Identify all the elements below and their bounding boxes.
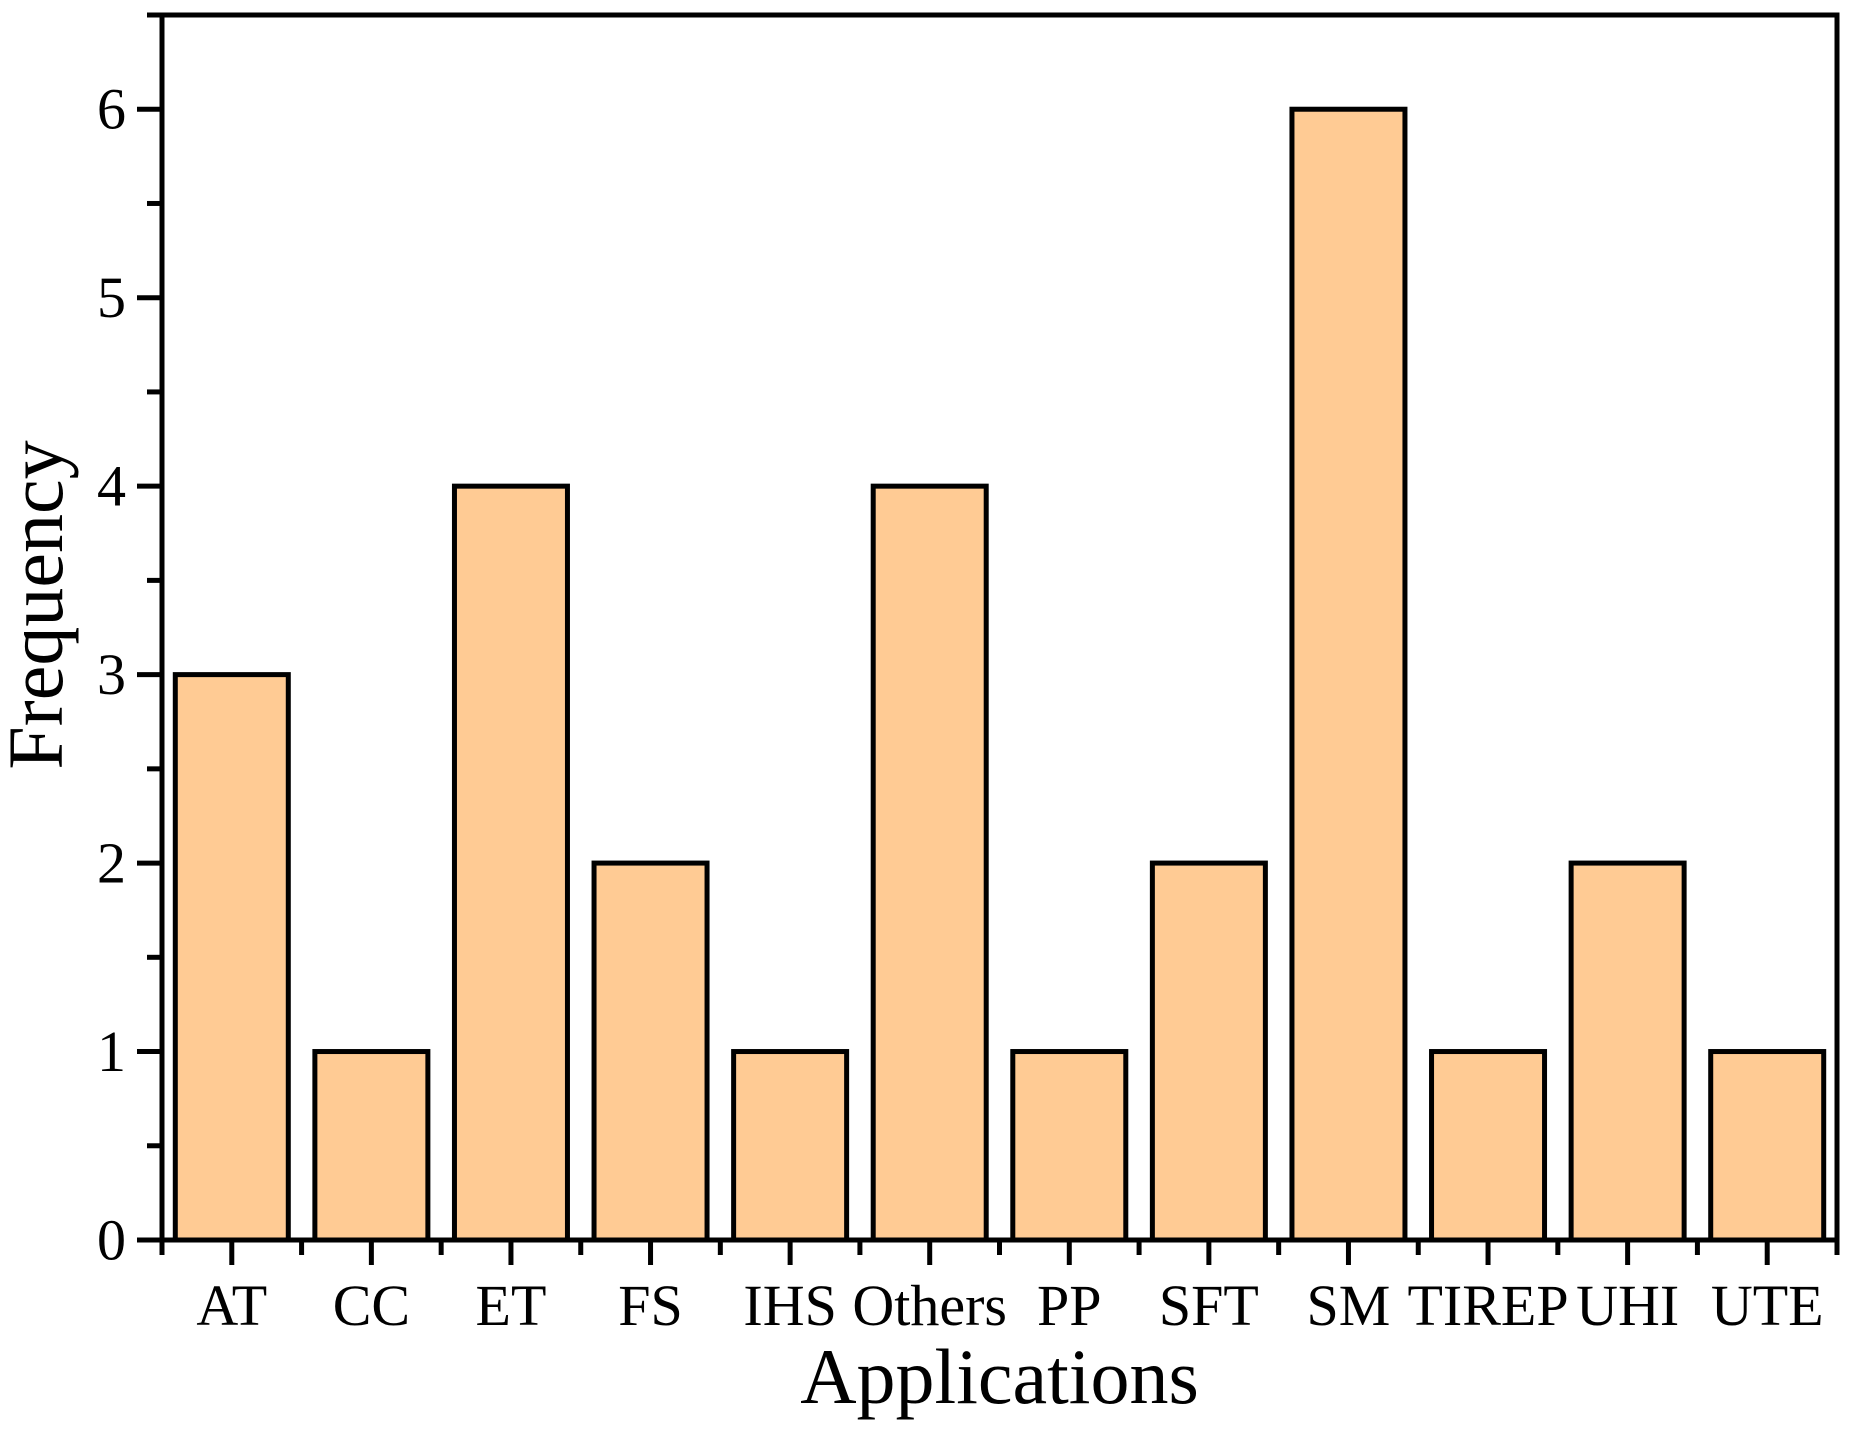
y-tick-label: 5 (97, 265, 126, 330)
bar-FS (591, 860, 710, 1243)
x-category-label: PP (1037, 1273, 1102, 1338)
y-tick-label: 2 (97, 831, 126, 896)
bar-PP (1010, 1049, 1129, 1243)
x-category-label: ET (476, 1273, 547, 1338)
bar-SM (1289, 106, 1408, 1243)
y-tick-label: 1 (97, 1019, 126, 1084)
x-category-label: TIREP (1407, 1273, 1568, 1338)
y-tick-label: 6 (97, 77, 126, 142)
y-tick-label: 3 (97, 642, 126, 707)
bar-UTE (1708, 1049, 1827, 1243)
bar-UHI (1568, 860, 1687, 1243)
bar-CC (312, 1049, 431, 1243)
x-category-label: IHS (743, 1273, 836, 1338)
x-category-label: FS (618, 1273, 683, 1338)
bar-IHS (731, 1049, 850, 1243)
x-category-label: SFT (1159, 1273, 1259, 1338)
bar-Others (870, 483, 989, 1243)
x-category-label: UTE (1711, 1273, 1824, 1338)
bar-ET (451, 483, 570, 1243)
x-category-label: UHI (1576, 1273, 1679, 1338)
y-tick-label: 0 (97, 1208, 126, 1273)
bar-TIREP (1429, 1049, 1548, 1243)
y-tick-label: 4 (97, 454, 126, 519)
x-category-label: CC (333, 1273, 410, 1338)
bar-AT (172, 672, 291, 1243)
x-axis-title: Applications (800, 1333, 1199, 1420)
bar-SFT (1149, 860, 1268, 1243)
x-category-label: Others (852, 1273, 1007, 1338)
x-category-label: AT (196, 1273, 267, 1338)
y-axis-title: Frequency (0, 440, 79, 770)
x-category-label: SM (1307, 1273, 1391, 1338)
